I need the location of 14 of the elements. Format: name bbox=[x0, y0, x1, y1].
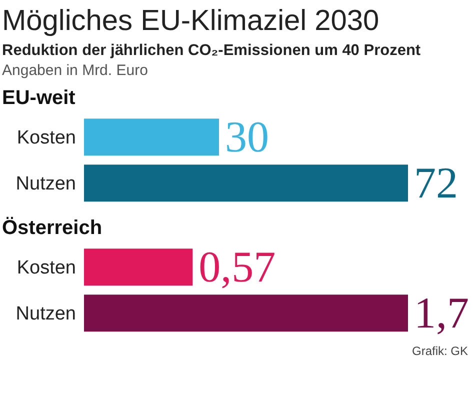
text: Grafik: GK bbox=[410, 344, 469, 358]
text: Mögliches EU-Klimaziel 2030 bbox=[2, 4, 380, 38]
data-label: 1,7 bbox=[414, 288, 469, 338]
y-tick-label: Nutzen bbox=[16, 304, 76, 325]
text: Reduktion der jährlichen CO₂-Emissionen um 40 Prozent bbox=[2, 41, 422, 61]
y-tick-label: Kosten bbox=[16, 128, 76, 149]
data-label: 0,57 bbox=[198, 242, 276, 292]
y-tick-label: Kosten bbox=[16, 258, 76, 279]
chart-title: EU-weit bbox=[2, 86, 76, 110]
y-tick-label: Nutzen bbox=[16, 174, 76, 195]
text: Angaben in Mrd. Euro bbox=[2, 62, 149, 80]
data-label: 72 bbox=[414, 158, 458, 208]
data-label: 30 bbox=[225, 112, 269, 162]
chart-title: Österreich bbox=[2, 216, 104, 240]
